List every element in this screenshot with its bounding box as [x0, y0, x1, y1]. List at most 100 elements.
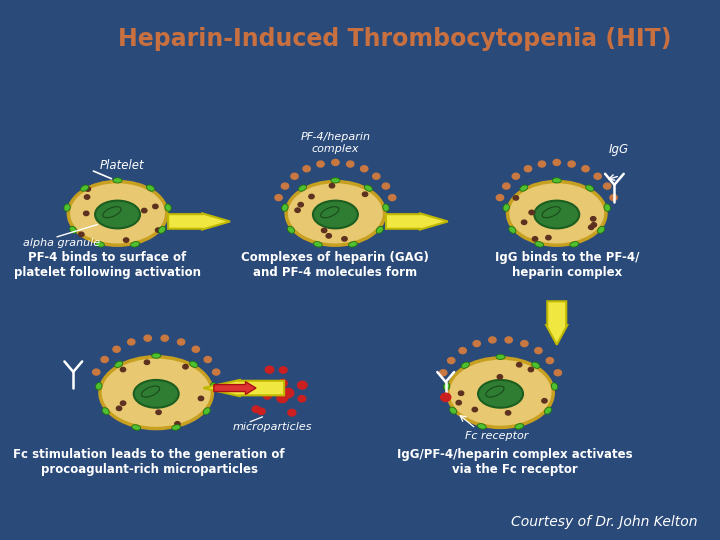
Ellipse shape	[598, 226, 605, 233]
Circle shape	[361, 166, 368, 172]
Circle shape	[568, 161, 575, 167]
Circle shape	[513, 195, 518, 200]
Circle shape	[279, 367, 287, 373]
Ellipse shape	[134, 380, 179, 408]
Text: Heparin-Induced Thrombocytopenia (HIT): Heparin-Induced Thrombocytopenia (HIT)	[118, 27, 672, 51]
Circle shape	[277, 394, 288, 403]
Circle shape	[291, 173, 298, 179]
Ellipse shape	[158, 226, 166, 233]
Circle shape	[273, 384, 282, 392]
Circle shape	[264, 393, 271, 399]
Circle shape	[439, 370, 447, 376]
Circle shape	[521, 341, 528, 347]
Text: IgG/PF-4/heparin complex activates
via the Fc receptor: IgG/PF-4/heparin complex activates via t…	[397, 448, 632, 476]
Circle shape	[590, 217, 596, 221]
Circle shape	[326, 234, 331, 238]
Ellipse shape	[70, 226, 77, 233]
Ellipse shape	[544, 407, 552, 414]
Circle shape	[541, 399, 547, 403]
Ellipse shape	[535, 241, 544, 247]
Ellipse shape	[113, 178, 122, 183]
Polygon shape	[386, 213, 448, 230]
Text: Platelet: Platelet	[100, 159, 145, 172]
Circle shape	[373, 173, 380, 179]
Circle shape	[588, 225, 594, 229]
Circle shape	[503, 183, 510, 189]
Circle shape	[177, 339, 185, 345]
Circle shape	[346, 161, 354, 167]
Circle shape	[303, 166, 310, 172]
Circle shape	[496, 194, 503, 201]
Polygon shape	[203, 380, 284, 396]
Circle shape	[603, 183, 611, 189]
Ellipse shape	[132, 424, 140, 430]
Ellipse shape	[496, 354, 505, 360]
Circle shape	[144, 335, 151, 341]
Circle shape	[342, 237, 347, 241]
Circle shape	[591, 222, 597, 227]
Circle shape	[278, 380, 287, 387]
Circle shape	[295, 208, 300, 212]
Ellipse shape	[503, 204, 510, 211]
Circle shape	[582, 166, 589, 172]
Circle shape	[156, 410, 161, 415]
Ellipse shape	[95, 201, 140, 228]
Circle shape	[389, 194, 396, 201]
Text: PF-4 binds to surface of
platelet following activation: PF-4 binds to surface of platelet follow…	[14, 252, 201, 279]
Circle shape	[120, 401, 126, 406]
Ellipse shape	[96, 382, 102, 390]
Ellipse shape	[532, 362, 540, 368]
Circle shape	[123, 238, 129, 242]
Circle shape	[535, 348, 542, 354]
Ellipse shape	[520, 185, 528, 191]
Circle shape	[127, 339, 135, 345]
Circle shape	[84, 211, 89, 215]
Circle shape	[529, 210, 534, 214]
Circle shape	[459, 391, 464, 395]
Circle shape	[153, 204, 158, 208]
Circle shape	[113, 346, 120, 352]
Circle shape	[532, 237, 538, 241]
Ellipse shape	[604, 204, 611, 211]
Ellipse shape	[210, 382, 217, 390]
Text: alpha granule: alpha granule	[23, 239, 100, 248]
Ellipse shape	[364, 185, 372, 191]
Ellipse shape	[189, 361, 198, 367]
Ellipse shape	[449, 407, 456, 414]
Circle shape	[101, 356, 108, 362]
Circle shape	[329, 184, 335, 188]
Text: IgG binds to the PF-4/
heparin complex: IgG binds to the PF-4/ heparin complex	[495, 252, 639, 279]
Circle shape	[120, 367, 126, 372]
Circle shape	[459, 348, 467, 354]
Circle shape	[78, 232, 84, 237]
Ellipse shape	[552, 178, 562, 183]
Circle shape	[546, 235, 551, 240]
Circle shape	[269, 381, 279, 389]
Ellipse shape	[114, 361, 123, 367]
Circle shape	[204, 356, 212, 362]
Ellipse shape	[330, 178, 340, 183]
Ellipse shape	[298, 185, 307, 191]
Ellipse shape	[100, 357, 212, 429]
Circle shape	[472, 407, 477, 411]
Ellipse shape	[131, 241, 140, 247]
Circle shape	[298, 202, 303, 207]
Circle shape	[512, 173, 520, 179]
Circle shape	[161, 335, 168, 341]
Ellipse shape	[515, 423, 523, 429]
Circle shape	[498, 375, 503, 379]
Ellipse shape	[462, 362, 469, 368]
Ellipse shape	[81, 185, 89, 191]
Circle shape	[554, 370, 562, 376]
Polygon shape	[546, 301, 567, 345]
Circle shape	[261, 384, 271, 391]
Text: microparticles: microparticles	[233, 422, 312, 433]
Ellipse shape	[534, 201, 580, 228]
FancyArrow shape	[214, 382, 256, 394]
Ellipse shape	[383, 204, 389, 211]
Ellipse shape	[570, 241, 579, 247]
Circle shape	[142, 208, 147, 213]
Ellipse shape	[348, 241, 357, 247]
Circle shape	[473, 341, 480, 347]
Ellipse shape	[508, 181, 606, 245]
